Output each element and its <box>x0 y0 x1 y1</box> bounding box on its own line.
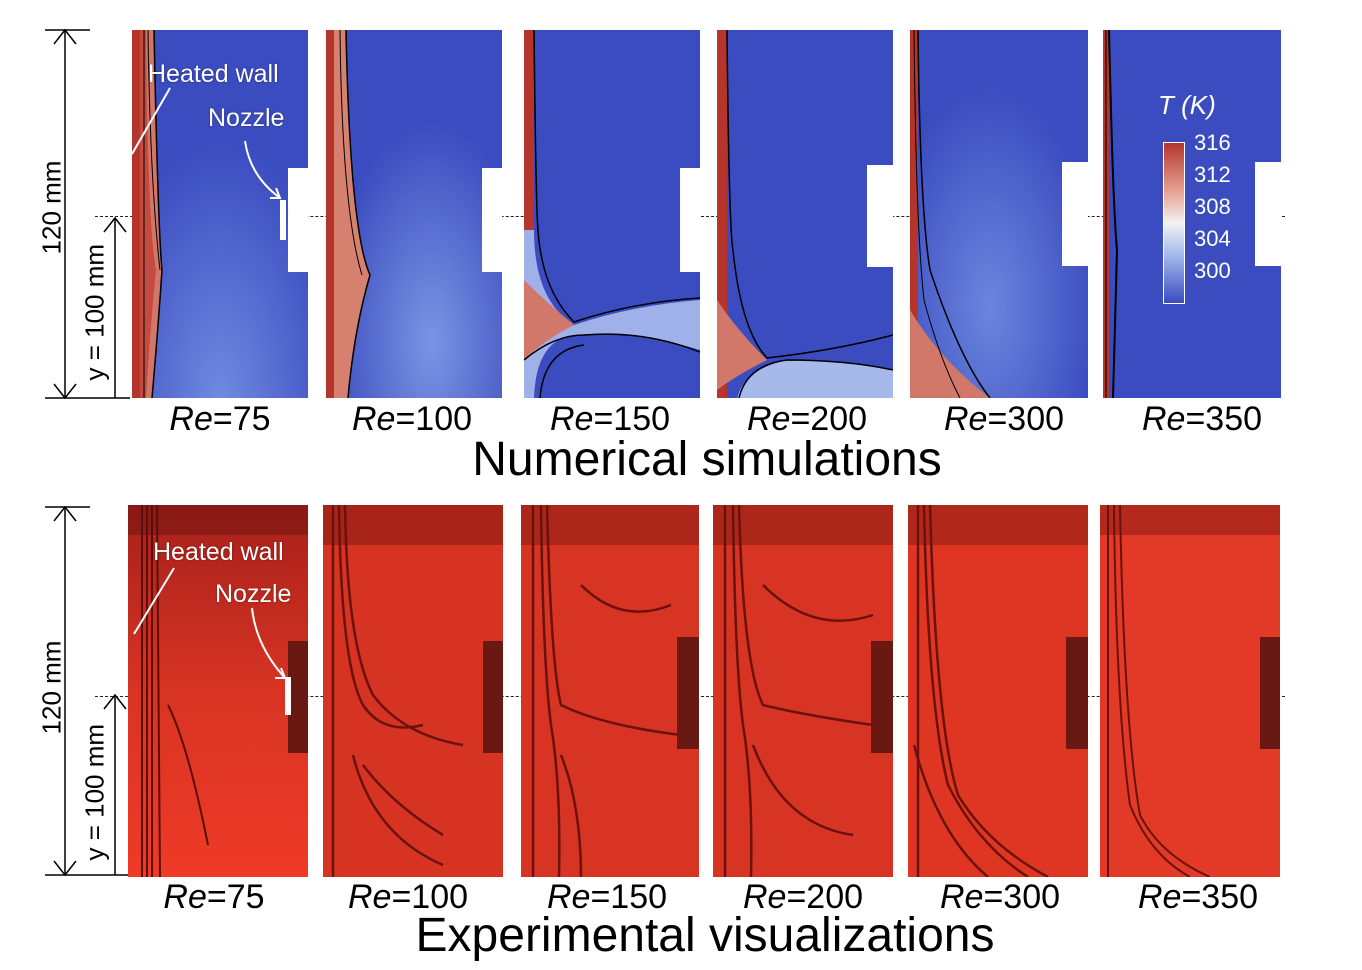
re-caption: Re=75 <box>169 400 271 438</box>
section-title-experimental: Experimental visualizations <box>415 909 995 962</box>
colorbar-tick: 312 <box>1194 162 1231 187</box>
sim-panel-re200 <box>717 30 893 398</box>
dimension-label-120: 120 mm <box>36 160 67 255</box>
re-caption: Re=75 <box>163 878 265 916</box>
sim-panel-re350 <box>1103 30 1281 398</box>
re-caption: Re=200 <box>746 400 868 438</box>
exp-panel-re150 <box>521 505 699 877</box>
re-caption: Re=300 <box>943 400 1065 438</box>
re-caption: Re=150 <box>546 878 668 916</box>
colorbar-tick: 304 <box>1194 226 1231 251</box>
section-title-numerical: Numerical simulations <box>472 433 942 486</box>
annotation-lines <box>131 87 282 199</box>
dimension-arrows-bottom <box>45 505 130 877</box>
colorbar-tick: 300 <box>1194 258 1231 283</box>
re-caption: Re=300 <box>939 878 1061 916</box>
dimension-arrows-top <box>45 28 130 400</box>
sim-panel-re300 <box>910 30 1088 398</box>
re-caption: Re=150 <box>549 400 671 438</box>
re-caption: Re=350 <box>1137 878 1259 916</box>
exp-panel-re200 <box>713 505 893 877</box>
sim-panel-re75 <box>132 30 308 398</box>
re-caption: Re=100 <box>347 878 469 916</box>
colorbar-tick: 316 <box>1194 130 1231 155</box>
exp-panel-re100 <box>323 505 503 877</box>
sim-panel-re100 <box>326 30 502 398</box>
colorbar-tick: 308 <box>1194 194 1231 219</box>
annotation-lines <box>133 567 287 679</box>
heated-wall-label: Heated wall <box>148 60 279 88</box>
exp-panel-re350 <box>1100 505 1280 877</box>
exp-panel-re75 <box>128 505 308 877</box>
heated-wall-label: Heated wall <box>153 538 284 566</box>
re-caption: Re=100 <box>351 400 473 438</box>
colorbar <box>1163 142 1185 304</box>
colorbar-title: T (K) <box>1158 90 1216 120</box>
nozzle-label: Nozzle <box>208 104 285 132</box>
dimension-label-120: 120 mm <box>36 640 67 735</box>
sim-panel-re150 <box>524 30 700 398</box>
exp-panel-re300 <box>908 505 1088 877</box>
dimension-label-y: y = 100 mm <box>79 243 110 381</box>
dimension-label-y: y = 100 mm <box>79 723 110 861</box>
re-caption: Re=350 <box>1141 400 1263 438</box>
re-caption: Re=200 <box>742 878 864 916</box>
nozzle-label: Nozzle <box>215 580 292 608</box>
